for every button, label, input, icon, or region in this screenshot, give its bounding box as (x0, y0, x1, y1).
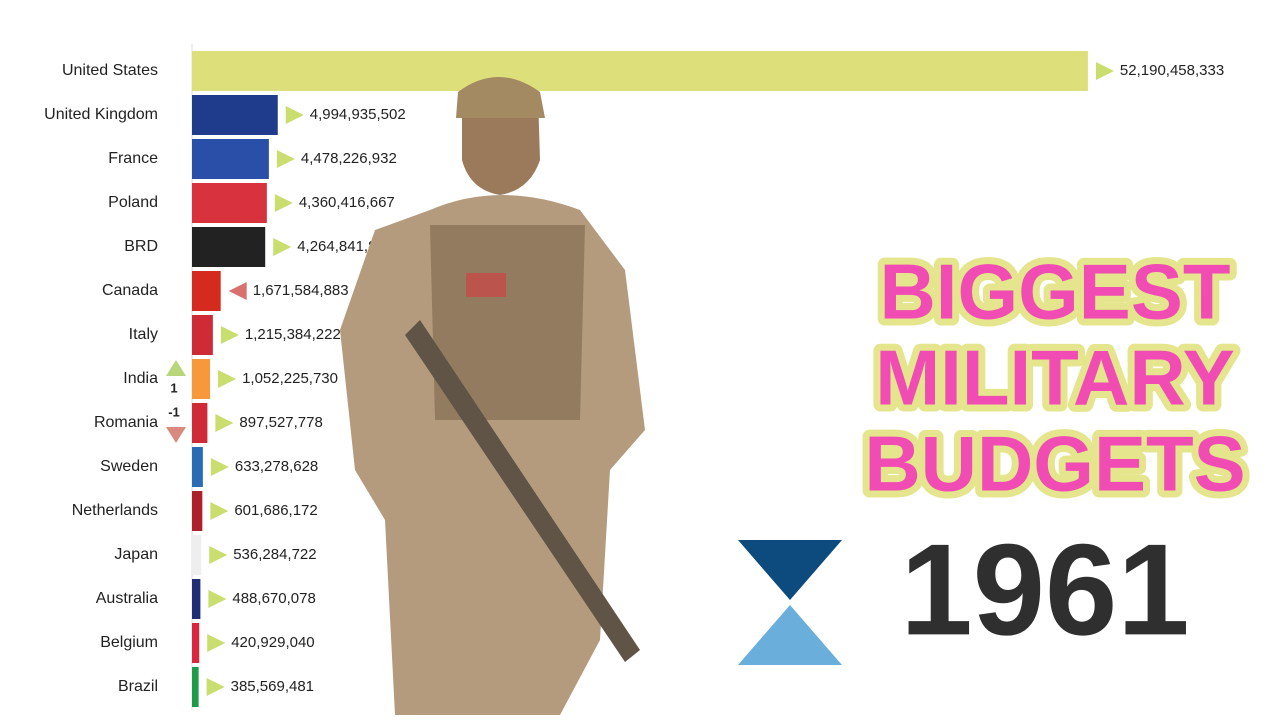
bar (192, 139, 269, 179)
value-label: 4,994,935,502 (310, 106, 406, 123)
value-label: 488,670,078 (232, 590, 315, 607)
bar (192, 579, 201, 619)
trend-arrow (285, 106, 304, 124)
trend-arrow (1095, 62, 1114, 80)
value-label: 601,686,172 (234, 502, 317, 519)
title-line: BIGGEST (879, 248, 1230, 336)
trend-arrow (210, 502, 229, 520)
trend-arrow (273, 238, 292, 256)
category-label: India (123, 370, 158, 387)
value-label: 385,569,481 (231, 678, 314, 695)
bar (192, 403, 208, 443)
bar (192, 271, 221, 311)
trend-arrow (228, 282, 247, 300)
category-label: Japan (114, 546, 158, 563)
value-label: 420,929,040 (231, 634, 314, 651)
bar (192, 491, 203, 531)
soldier-image (340, 77, 645, 715)
bar (192, 535, 202, 575)
trend-arrow (274, 194, 293, 212)
value-label: 4,478,226,932 (301, 150, 397, 167)
category-label: Italy (129, 326, 158, 343)
category-label: Netherlands (72, 502, 158, 519)
trend-arrow (210, 458, 229, 476)
value-label: 52,190,458,333 (1120, 62, 1224, 79)
trend-arrow (209, 546, 228, 564)
category-label: Sweden (100, 458, 158, 475)
value-label: 4,360,416,667 (299, 194, 395, 211)
category-label: Romania (94, 414, 158, 431)
trend-arrow (220, 326, 239, 344)
trend-arrow (218, 370, 237, 388)
category-label: Australia (96, 590, 158, 607)
value-label: 536,284,722 (233, 546, 316, 563)
category-label: Canada (102, 282, 158, 299)
year: 1961 (900, 516, 1189, 662)
bar (192, 667, 199, 707)
bar (192, 183, 267, 223)
category-label: Belgium (100, 634, 158, 651)
category-label: France (108, 150, 158, 167)
rank-arrow (166, 360, 186, 376)
category-label: Poland (108, 194, 158, 211)
bar (192, 359, 211, 399)
title-line: MILITARY (875, 334, 1235, 422)
bar (192, 447, 203, 487)
trend-arrow (207, 634, 226, 652)
category-label: United States (62, 62, 158, 79)
category-label: Brazil (118, 678, 158, 695)
logo (738, 540, 842, 665)
value-label: 897,527,778 (239, 414, 322, 431)
value-label: 1,052,225,730 (242, 370, 338, 387)
bar (192, 51, 1088, 91)
trend-arrow (215, 414, 234, 432)
bar (192, 315, 213, 355)
rank-change: -1 (168, 404, 180, 419)
value-label: 633,278,628 (235, 458, 318, 475)
bar (192, 95, 278, 135)
category-label: United Kingdom (44, 106, 158, 123)
rank-change: 1 (170, 380, 177, 395)
title-line: BUDGETS (864, 420, 1245, 508)
bar (192, 227, 266, 267)
trend-arrow (206, 678, 225, 696)
value-label: 1,671,584,883 (253, 282, 349, 299)
category-label: BRD (124, 238, 158, 255)
trend-arrow (276, 150, 295, 168)
trend-arrow (208, 590, 227, 608)
bar (192, 623, 200, 663)
rank-arrow (166, 427, 186, 443)
value-label: 1,215,384,222 (245, 326, 341, 343)
bars: United States 52,190,458,333 United Kingdo… (44, 51, 1224, 707)
